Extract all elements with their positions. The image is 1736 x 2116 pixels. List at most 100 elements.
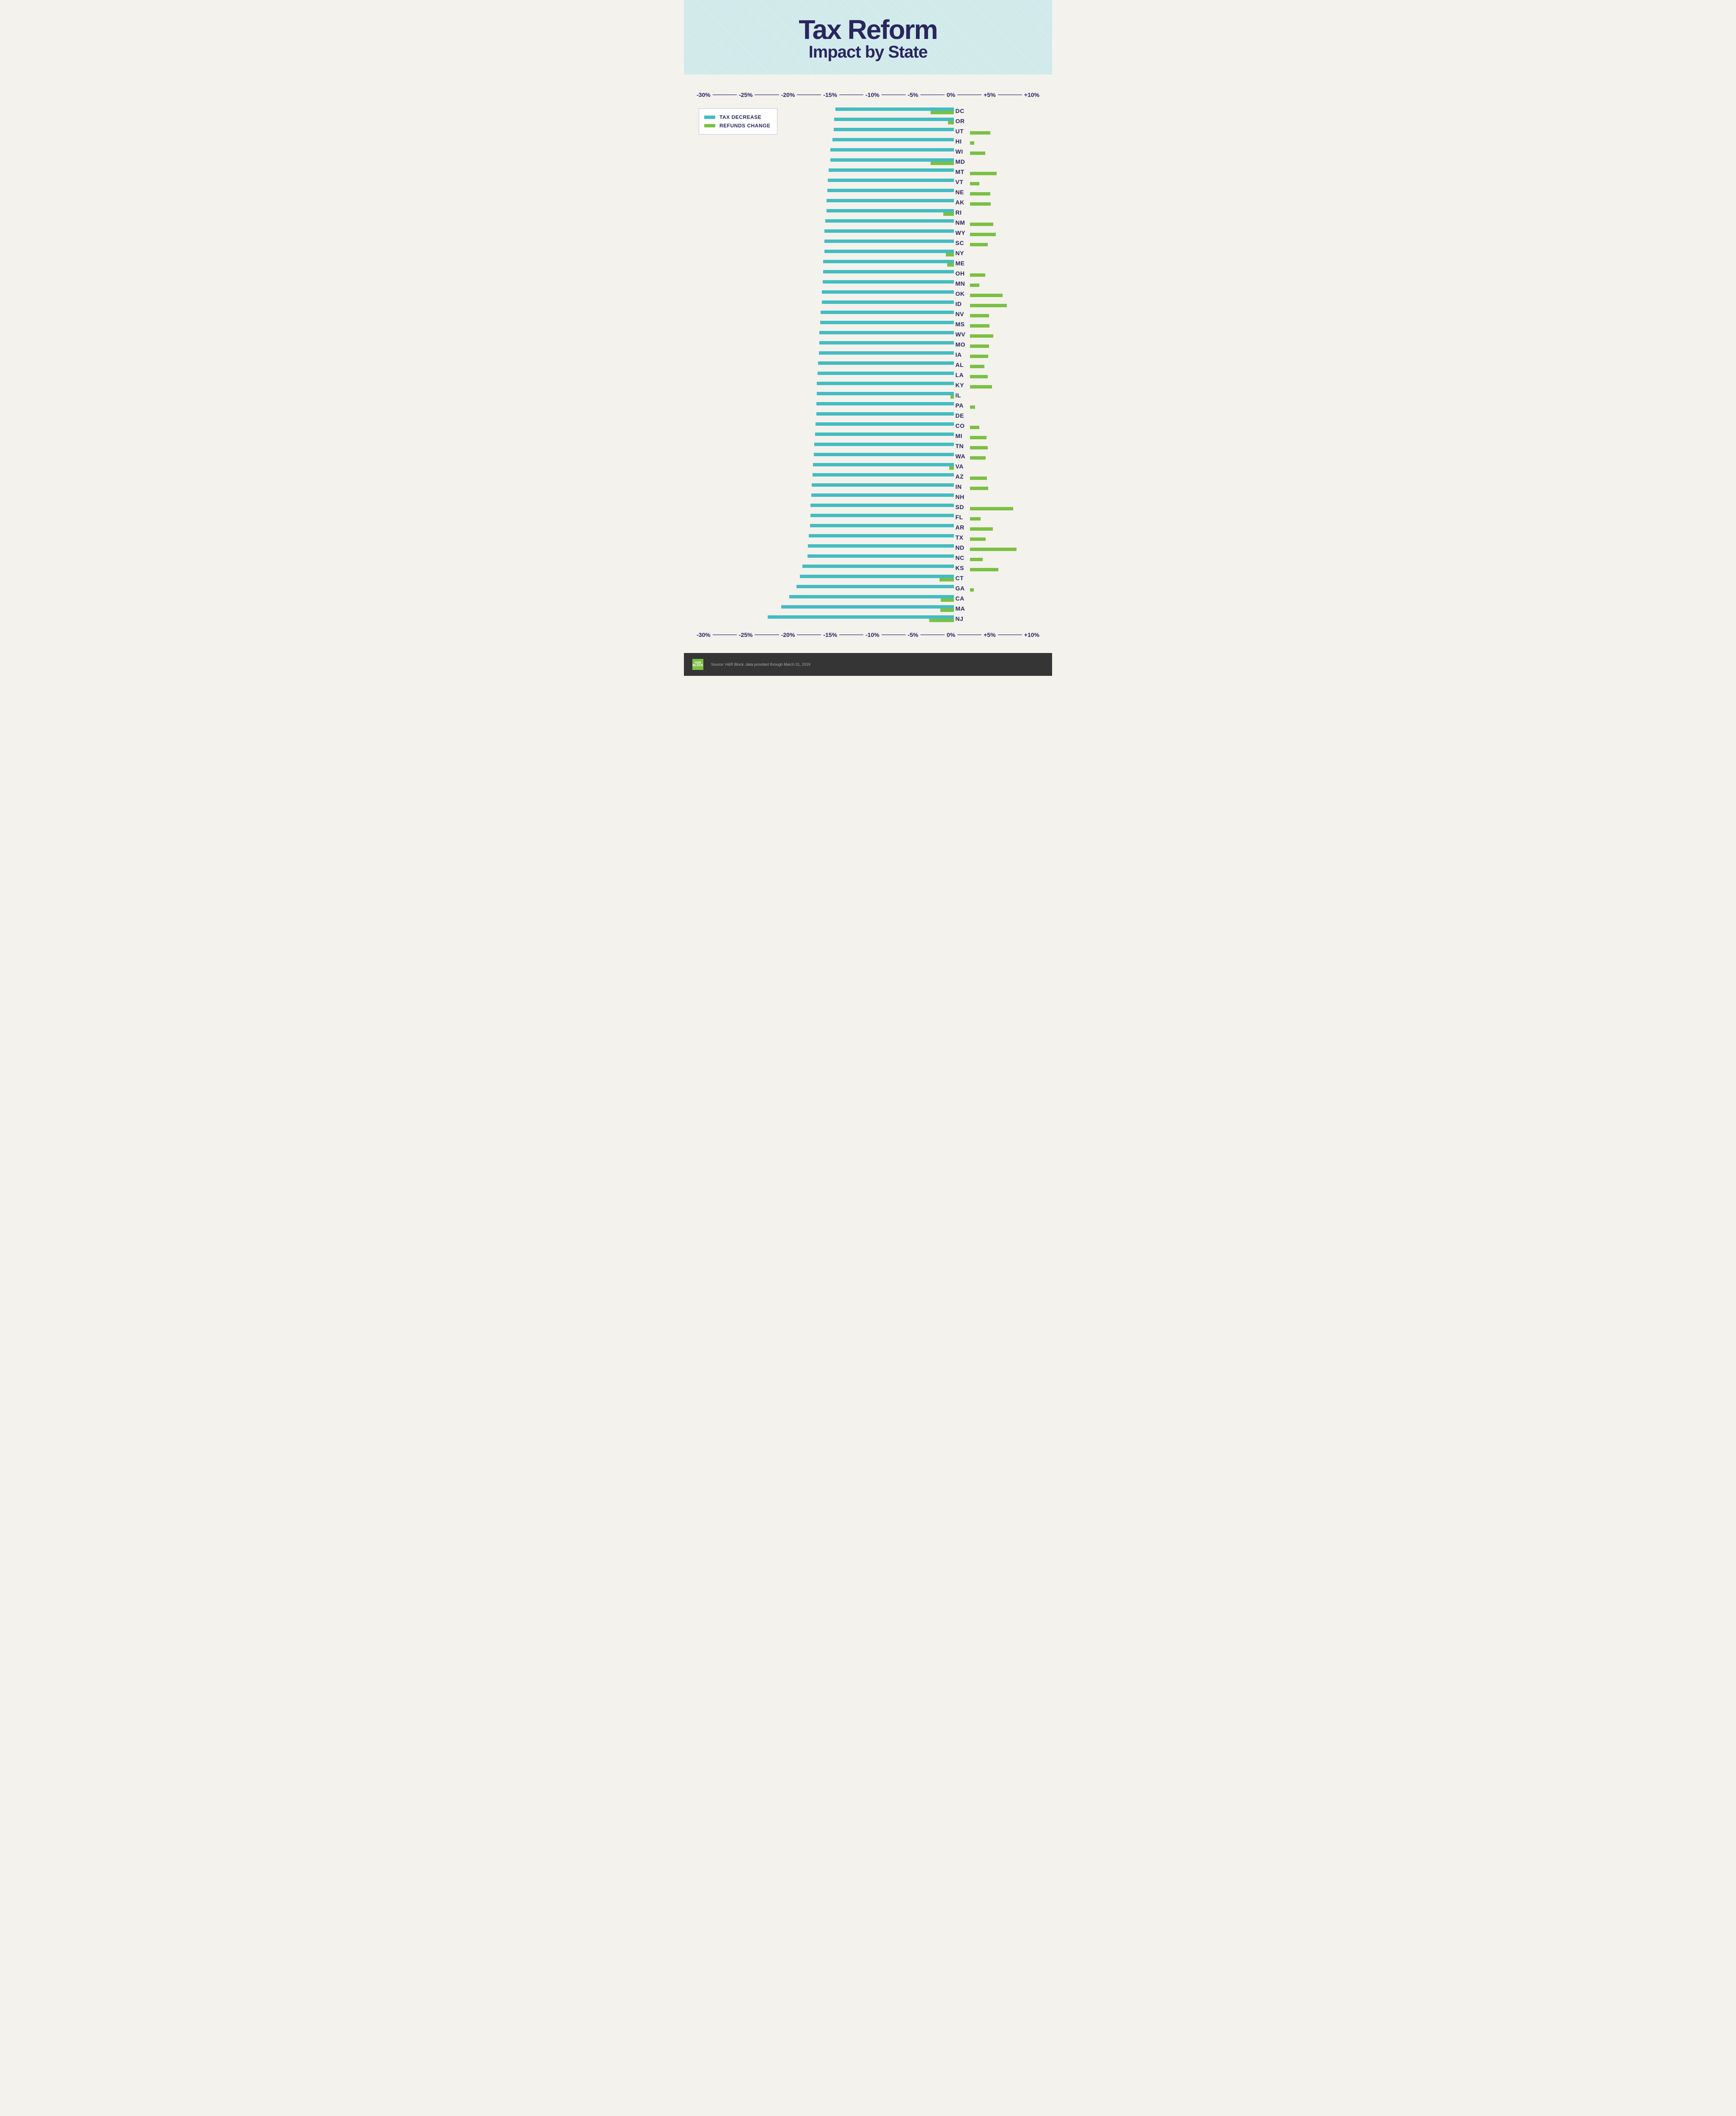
tax-decrease-bar: [807, 554, 954, 558]
title-sub: Impact by State: [684, 43, 1052, 62]
state-code-label: OK: [956, 290, 965, 297]
tax-decrease-bar: [827, 209, 953, 212]
axis-tick-label: -30%: [697, 631, 711, 638]
state-code-label: MI: [956, 433, 963, 439]
state-code-label: KS: [956, 565, 964, 571]
state-code-label: OH: [956, 270, 965, 277]
state-code-label: FL: [956, 514, 963, 521]
state-code-label: AZ: [956, 473, 964, 480]
state-code-label: IA: [956, 351, 962, 358]
bar-row: IA: [697, 350, 1039, 360]
state-code-label: IL: [956, 392, 961, 399]
tax-decrease-bar: [810, 524, 954, 527]
refunds-change-bar: [970, 375, 988, 378]
tax-decrease-bar: [829, 168, 954, 172]
tax-decrease-bar: [812, 483, 953, 487]
refunds-change-bar: [970, 273, 985, 277]
tax-decrease-bar: [810, 504, 953, 507]
refunds-change-bar: [970, 304, 1007, 307]
bar-rows: DCORUTHIWIMDMTVTNEAKRINMWYSCNYMEOHMNOKID…: [697, 106, 1039, 624]
tax-decrease-bar: [813, 463, 953, 466]
tax-decrease-bar: [820, 321, 954, 324]
x-axis-bottom: -30%-25%-20%-15%-10%-5%0%+5%+10%: [697, 631, 1039, 638]
bar-row: ND: [697, 543, 1039, 553]
axis-dash: [882, 94, 906, 95]
tax-decrease-bar: [819, 331, 953, 334]
bar-row: NE: [697, 187, 1039, 197]
state-code-label: UT: [956, 128, 964, 135]
state-code-label: NY: [956, 250, 964, 256]
tax-decrease-bar: [815, 433, 954, 436]
refunds-change-bar: [970, 507, 1014, 510]
axis-tick-label: -5%: [908, 631, 918, 638]
axis-dash: [839, 634, 863, 635]
bar-row: LA: [697, 370, 1039, 380]
bar-row: AR: [697, 522, 1039, 532]
bar-row: KS: [697, 563, 1039, 573]
footer: H&R BLOCK Source: H&R Block, data provid…: [684, 653, 1052, 676]
bar-row: MO: [697, 339, 1039, 350]
axis-tick-label: -25%: [739, 91, 753, 98]
state-code-label: GA: [956, 585, 965, 592]
state-code-label: NM: [956, 219, 965, 226]
state-code-label: CO: [956, 422, 965, 429]
tax-decrease-bar: [830, 148, 953, 152]
state-code-label: WV: [956, 331, 966, 338]
state-code-label: PA: [956, 402, 964, 409]
state-code-label: KY: [956, 382, 964, 388]
tax-decrease-bar: [818, 372, 954, 375]
refunds-change-bar: [970, 223, 994, 226]
state-code-label: CA: [956, 595, 964, 602]
tax-decrease-bar: [832, 138, 954, 141]
refunds-change-bar: [970, 456, 986, 460]
axis-dash: [998, 634, 1022, 635]
bar-row: CT: [697, 573, 1039, 583]
state-code-label: ND: [956, 544, 964, 551]
bar-row: OH: [697, 268, 1039, 278]
state-code-label: MO: [956, 341, 966, 348]
source-text: Source: H&R Block, data provided through…: [711, 662, 810, 667]
state-code-label: TN: [956, 443, 964, 449]
bar-row: GA: [697, 583, 1039, 593]
tax-decrease-bar: [823, 280, 954, 284]
tax-decrease-bar: [818, 361, 953, 365]
bar-row: NV: [697, 309, 1039, 319]
refunds-change-bar: [931, 111, 953, 114]
bar-row: DE: [697, 411, 1039, 421]
axis-dash: [713, 634, 737, 635]
bar-row: NH: [697, 492, 1039, 502]
refunds-change-bar: [970, 405, 975, 409]
tax-decrease-bar: [823, 260, 953, 263]
state-code-label: MN: [956, 280, 965, 287]
bar-row: RI: [697, 207, 1039, 218]
tax-decrease-bar: [789, 595, 953, 598]
tax-decrease-bar: [822, 290, 953, 294]
state-code-label: VT: [956, 179, 964, 185]
refunds-change-bar: [970, 344, 989, 348]
axis-tick-label: -10%: [865, 631, 879, 638]
bar-row: AZ: [697, 471, 1039, 482]
axis-tick-label: -15%: [823, 631, 837, 638]
tax-decrease-bar: [817, 392, 953, 395]
bar-row: ME: [697, 258, 1039, 268]
refunds-change-bar: [970, 446, 988, 449]
tax-decrease-bar: [824, 250, 953, 253]
axis-dash: [957, 94, 981, 95]
axis-tick-label: +10%: [1024, 91, 1039, 98]
tax-decrease-bar: [816, 412, 954, 416]
refunds-change-bar: [970, 152, 985, 155]
tax-decrease-bar: [817, 382, 953, 385]
bar-row: CO: [697, 421, 1039, 431]
refunds-change-bar: [970, 233, 996, 236]
tax-decrease-bar: [768, 615, 953, 619]
bar-row: IN: [697, 482, 1039, 492]
bar-row: KY: [697, 380, 1039, 390]
tax-decrease-bar: [823, 270, 953, 273]
state-code-label: MD: [956, 158, 965, 165]
axis-tick-label: -20%: [781, 91, 795, 98]
refunds-change-bar: [940, 578, 953, 581]
state-code-label: WY: [956, 229, 966, 236]
axis-dash: [957, 634, 981, 635]
refunds-change-bar: [970, 243, 988, 246]
bar-row: SD: [697, 502, 1039, 512]
